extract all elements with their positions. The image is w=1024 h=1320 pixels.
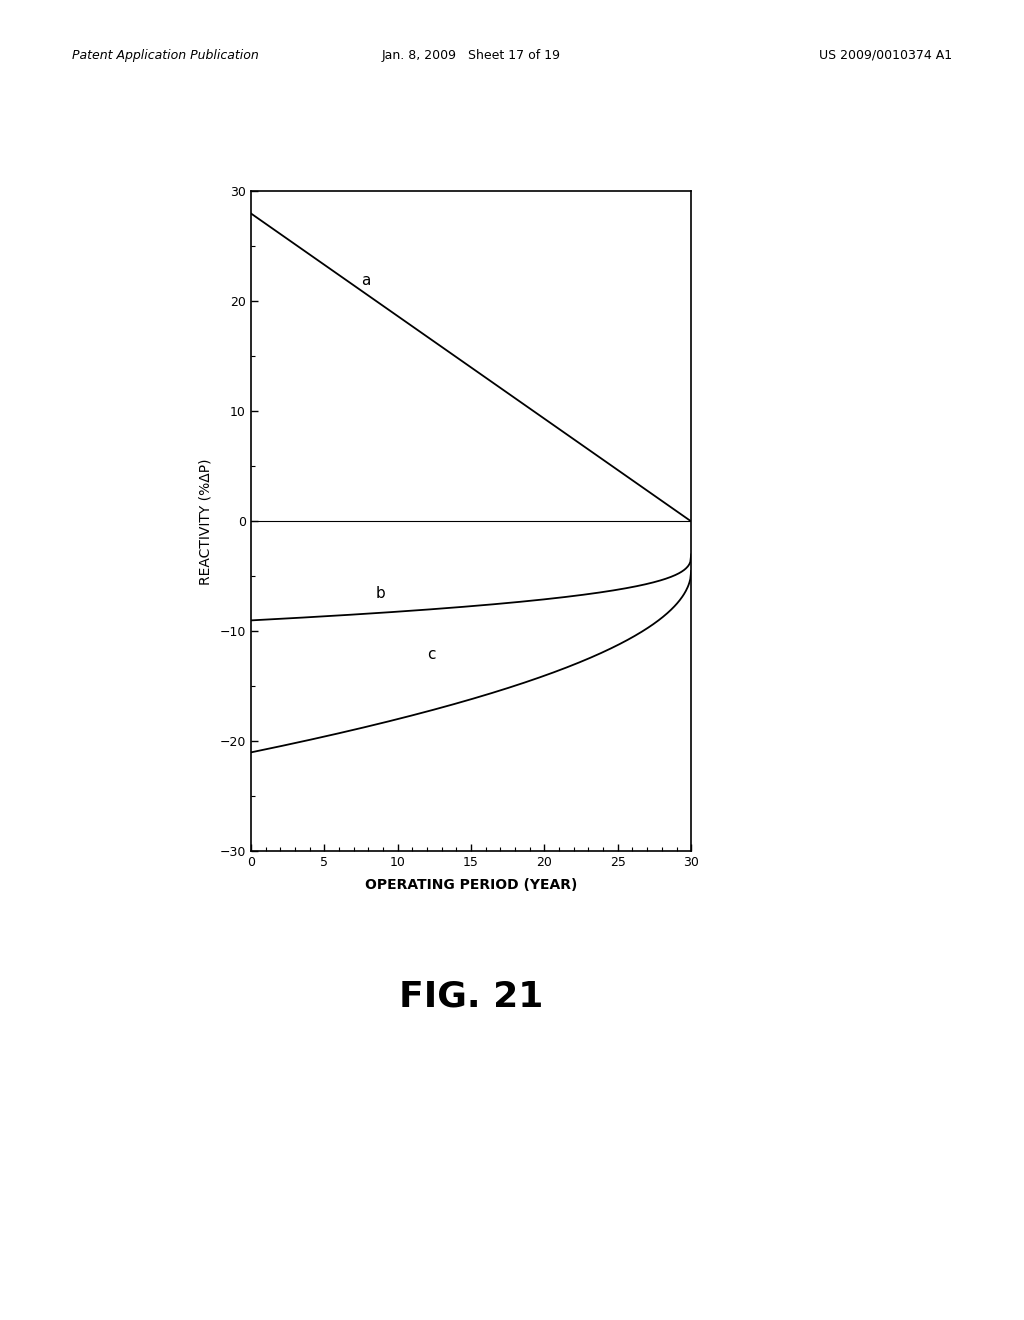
Text: c: c [427,647,435,661]
Text: a: a [361,273,371,288]
X-axis label: OPERATING PERIOD (YEAR): OPERATING PERIOD (YEAR) [365,878,578,891]
Text: b: b [376,586,385,602]
Text: Patent Application Publication: Patent Application Publication [72,49,258,62]
Text: US 2009/0010374 A1: US 2009/0010374 A1 [819,49,952,62]
Text: Jan. 8, 2009   Sheet 17 of 19: Jan. 8, 2009 Sheet 17 of 19 [382,49,560,62]
Text: FIG. 21: FIG. 21 [399,979,543,1014]
Y-axis label: REACTIVITY (%ΔP): REACTIVITY (%ΔP) [199,458,213,585]
